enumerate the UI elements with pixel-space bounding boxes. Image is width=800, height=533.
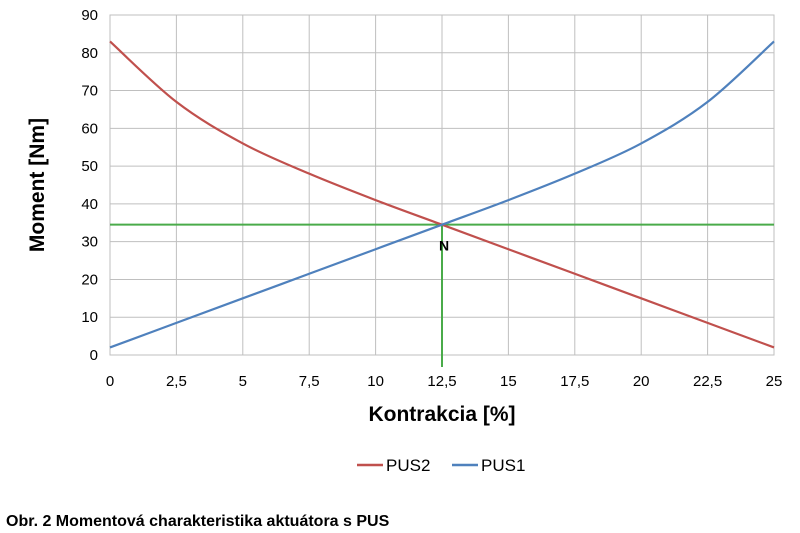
legend-label-pus2: PUS2	[386, 456, 430, 475]
x-tick-label: 2,5	[166, 373, 187, 390]
y-tick-label: 10	[81, 309, 98, 326]
y-tick-label: 30	[81, 234, 98, 251]
x-tick-label: 25	[766, 373, 783, 390]
x-tick-label: 17,5	[560, 373, 589, 390]
y-tick-label: 20	[81, 271, 98, 288]
x-tick-label: 12,5	[427, 373, 456, 390]
x-tick-label: 15	[500, 373, 517, 390]
y-tick-label: 90	[81, 7, 98, 24]
x-tick-label: 7,5	[299, 373, 320, 390]
y-tick-label: 60	[81, 120, 98, 137]
x-tick-label: 22,5	[693, 373, 722, 390]
y-axis-title: Moment [Nm]	[26, 118, 49, 252]
x-tick-label: 20	[633, 373, 650, 390]
y-tick-label: 50	[81, 158, 98, 175]
legend-label-pus1: PUS1	[481, 456, 525, 475]
figure-caption: Obr. 2 Momentová charakteristika aktuáto…	[6, 513, 390, 530]
y-tick-label: 0	[90, 347, 98, 364]
y-tick-labels: 0 10 20 30 40 50 60 70 80 90	[81, 7, 98, 364]
intersection-label: N	[439, 238, 449, 254]
x-tick-label: 10	[367, 373, 384, 390]
series-line-pus1	[109, 40, 775, 349]
x-axis-title: Kontrakcia [%]	[368, 403, 515, 426]
legend: PUS2 PUS1	[357, 456, 525, 475]
x-tick-label: 5	[239, 373, 247, 390]
y-tick-label: 70	[81, 83, 98, 100]
y-tick-label: 80	[81, 45, 98, 62]
series-lines	[109, 40, 775, 349]
x-tick-label: 0	[106, 373, 114, 390]
y-tick-label: 40	[81, 196, 98, 213]
x-tick-labels: 0 2,5 5 7,5 10 12,5 15 17,5 20 22,5 25	[106, 373, 783, 390]
